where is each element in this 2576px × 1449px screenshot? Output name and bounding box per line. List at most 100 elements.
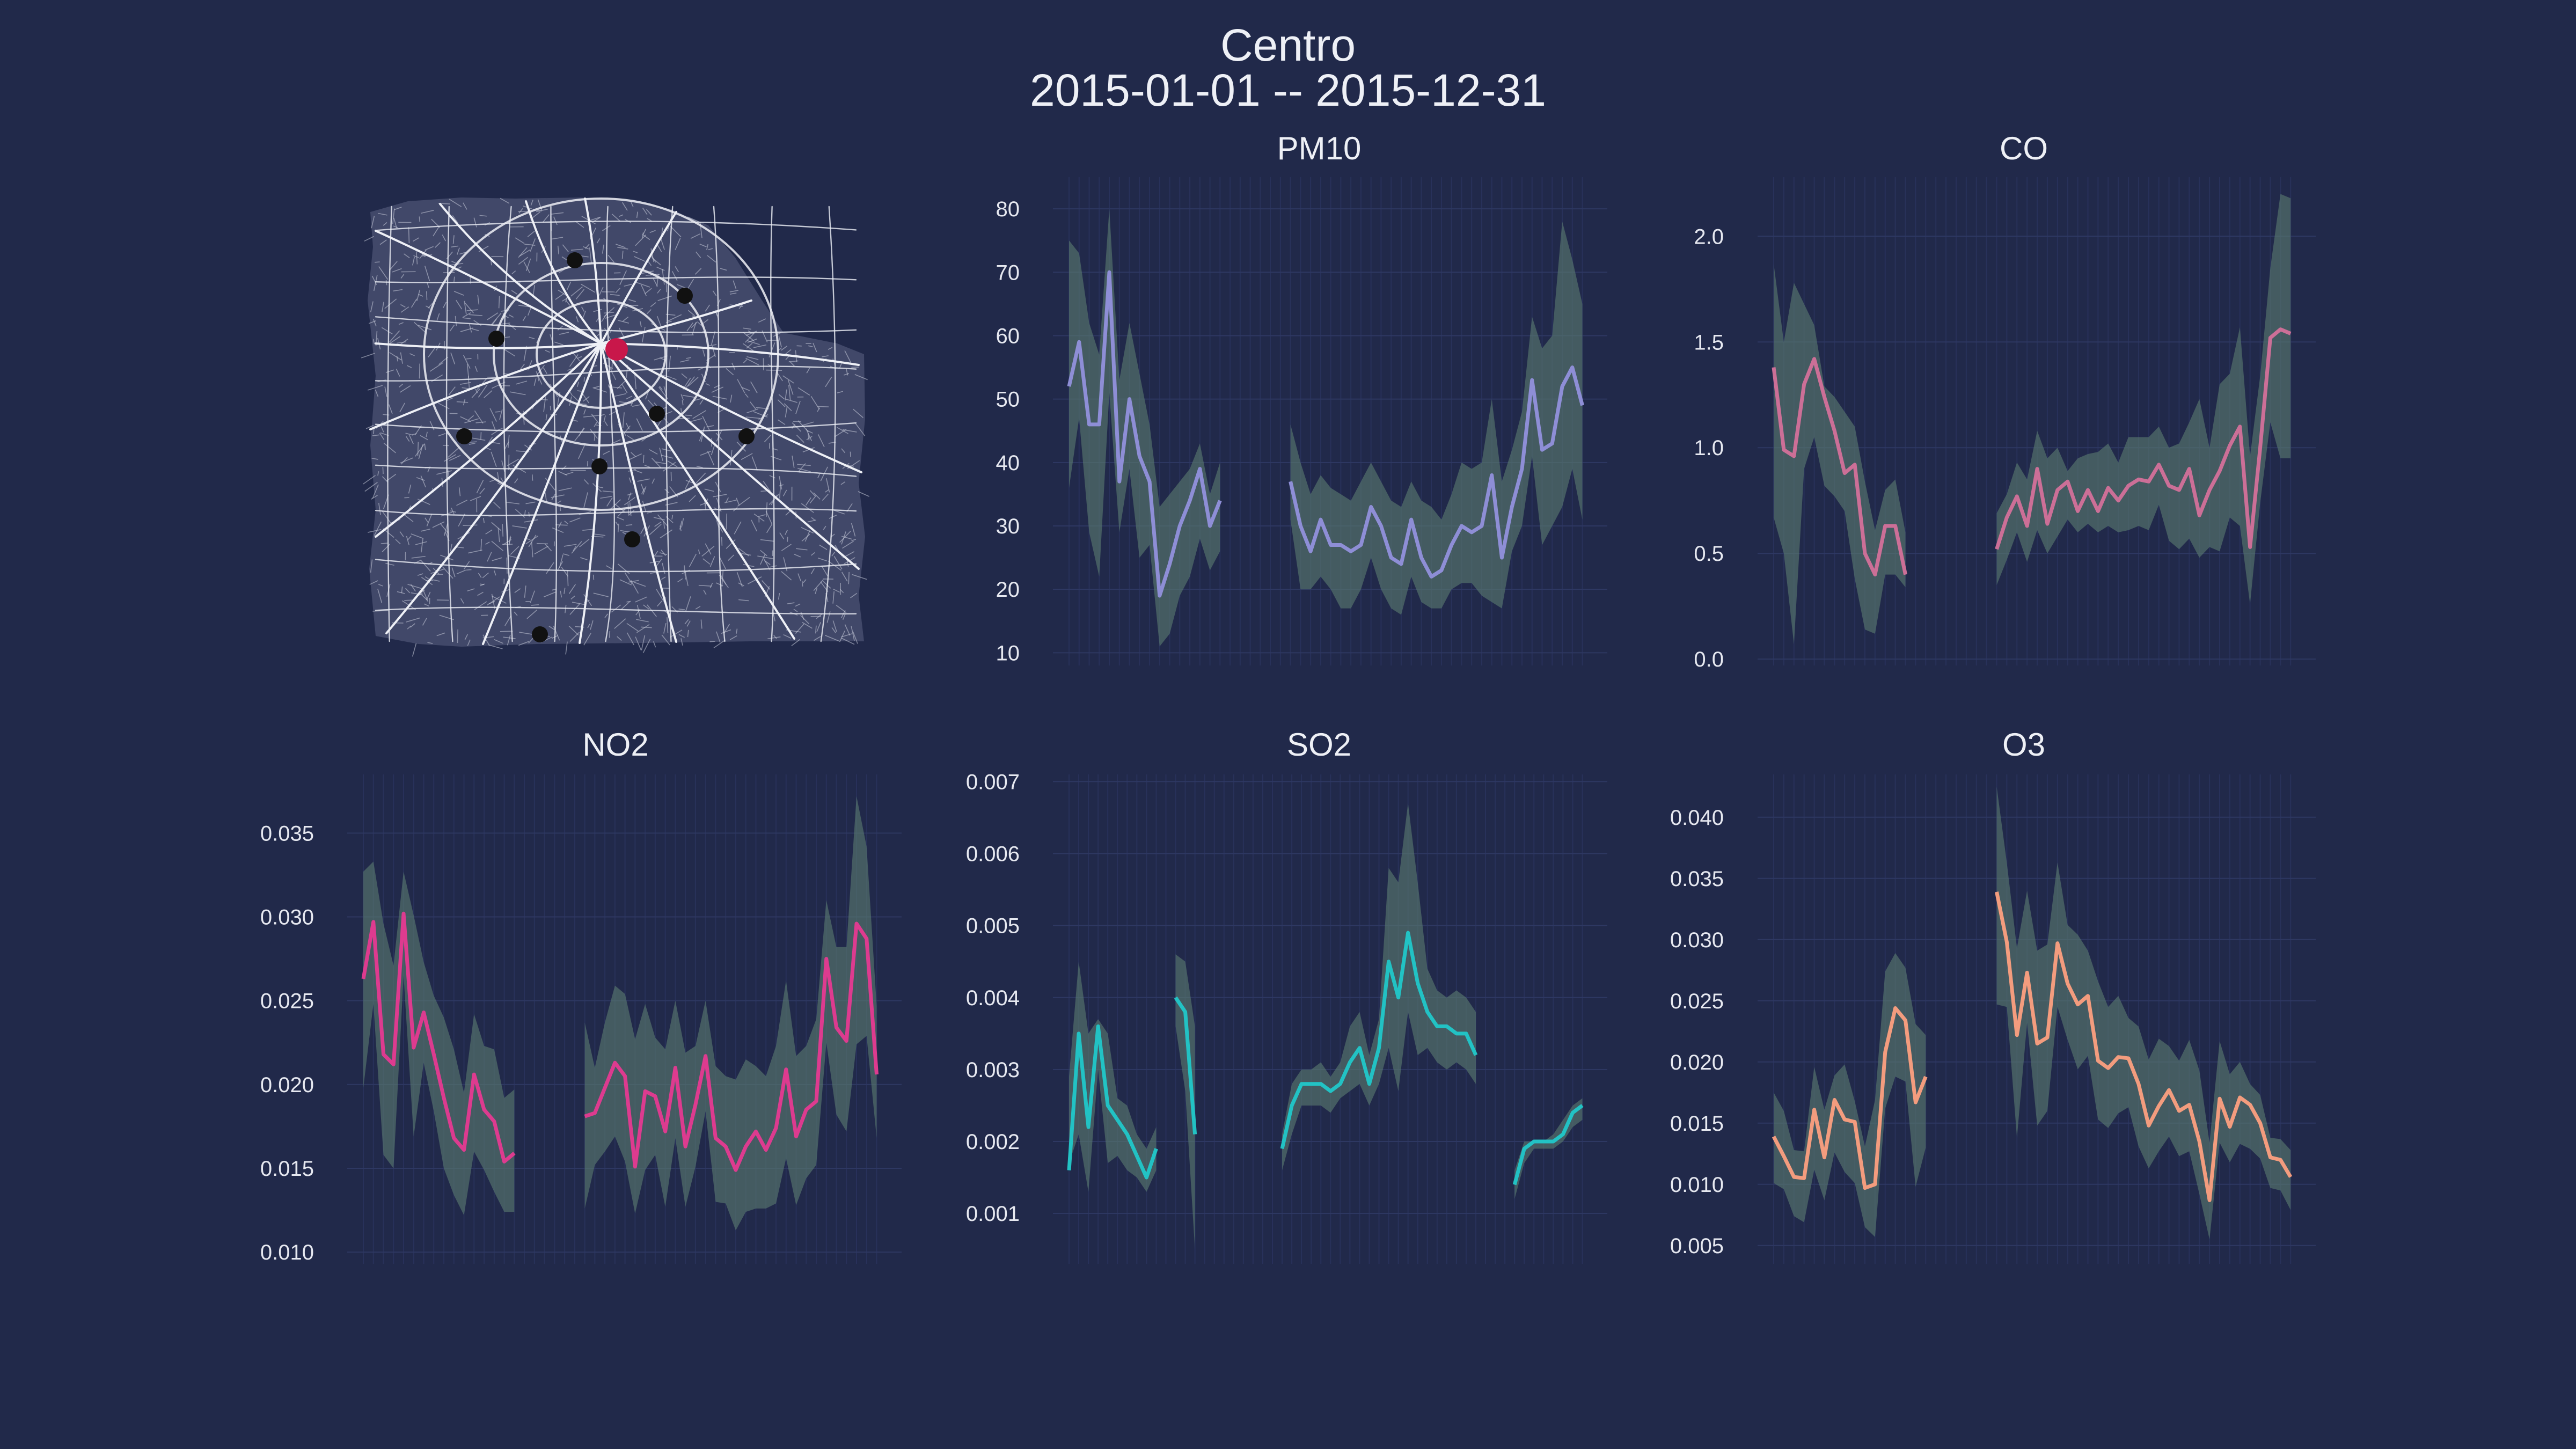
y-tick-label: 0.0 [1694,648,1724,671]
street-segment [545,349,550,353]
y-tick-label: 0.007 [966,770,1020,794]
street-segment [403,253,410,259]
street-segment [532,285,535,296]
street-segment [451,260,457,264]
range-band [1774,953,1926,1237]
street-segment [569,632,580,642]
street-segment [450,352,456,364]
street-segment [698,549,700,554]
street-segment [618,214,624,217]
street-segment [580,557,588,561]
street-segment [635,636,642,651]
street-segment [742,332,755,342]
street-segment [425,246,434,251]
street-segment [634,374,637,390]
street-segment [841,536,852,540]
street-segment [423,603,429,607]
street-segment [466,569,472,571]
street-segment [841,448,846,453]
street-segment [813,492,821,500]
street-segment [671,271,678,281]
street-segment [729,292,737,295]
street-segment [583,479,589,485]
street-segment [399,531,404,537]
street-segment [365,425,374,429]
street-segment [736,497,740,506]
street-segment [425,305,430,309]
street-segment [787,602,795,605]
street-segment [382,302,384,312]
street-segment [651,257,661,266]
street-segment [823,525,826,530]
street-segment [691,321,698,328]
street-segment [407,625,412,630]
street-segment [378,503,381,515]
street-segment [760,554,766,565]
street-segment [778,419,786,425]
street-segment [408,484,412,494]
street-segment [636,211,639,218]
street-segment [687,216,700,223]
street-segment [589,428,598,439]
street-segment [463,355,471,369]
street-segment [707,450,715,466]
y-tick-label: 0.006 [966,843,1020,866]
street-segment [453,276,455,283]
street-segment [400,385,411,393]
street-segment [667,314,682,321]
street-segment [698,584,712,587]
street-segment [831,552,836,557]
street-segment [448,386,456,396]
street-segment [486,447,491,450]
street-segment [615,521,619,526]
street-segment [451,567,456,577]
street-segment [400,457,408,465]
street-segment [675,238,681,250]
street-segment [524,519,538,523]
street-segment [433,226,440,237]
street-segment [465,303,474,313]
street-segment [515,237,525,244]
street-segment [709,556,715,567]
street-segment [656,589,665,603]
street-segment [628,580,639,583]
street-segment [625,422,630,430]
street-segment [841,638,855,645]
street-segment [781,544,792,551]
street-segment [462,317,471,319]
street-segment [611,604,621,613]
y-tick-label: 0.035 [260,822,314,845]
street-segment [364,482,378,492]
street-segment [704,488,714,492]
street-segment [590,620,594,630]
street-segment [730,394,733,403]
chart-pm10: 10 20 30 40 50 60 70 80 PM10 [996,130,1607,665]
street-segment [642,207,648,215]
street-segment [659,386,663,390]
street-segment [778,593,780,600]
street-segment [708,344,717,347]
street-segment [819,544,828,550]
street-segment [421,594,428,601]
street-segment [663,623,667,634]
street-segment [457,629,458,643]
street-segment [707,255,716,263]
street-segment [587,624,590,628]
street-segment [617,516,625,521]
street-segment [781,571,792,581]
street-segment [413,255,419,259]
street-segment [681,518,684,528]
road [600,342,860,366]
street-segment [716,631,721,643]
street-segment [680,359,690,363]
street [375,464,857,477]
street-segment [656,316,662,327]
street-segment [548,625,555,631]
range-band [1282,803,1476,1170]
street-segment [502,524,504,537]
street-segment [608,254,615,263]
street-segment [469,324,472,333]
street-segment [411,592,423,596]
street-segment [770,565,777,568]
